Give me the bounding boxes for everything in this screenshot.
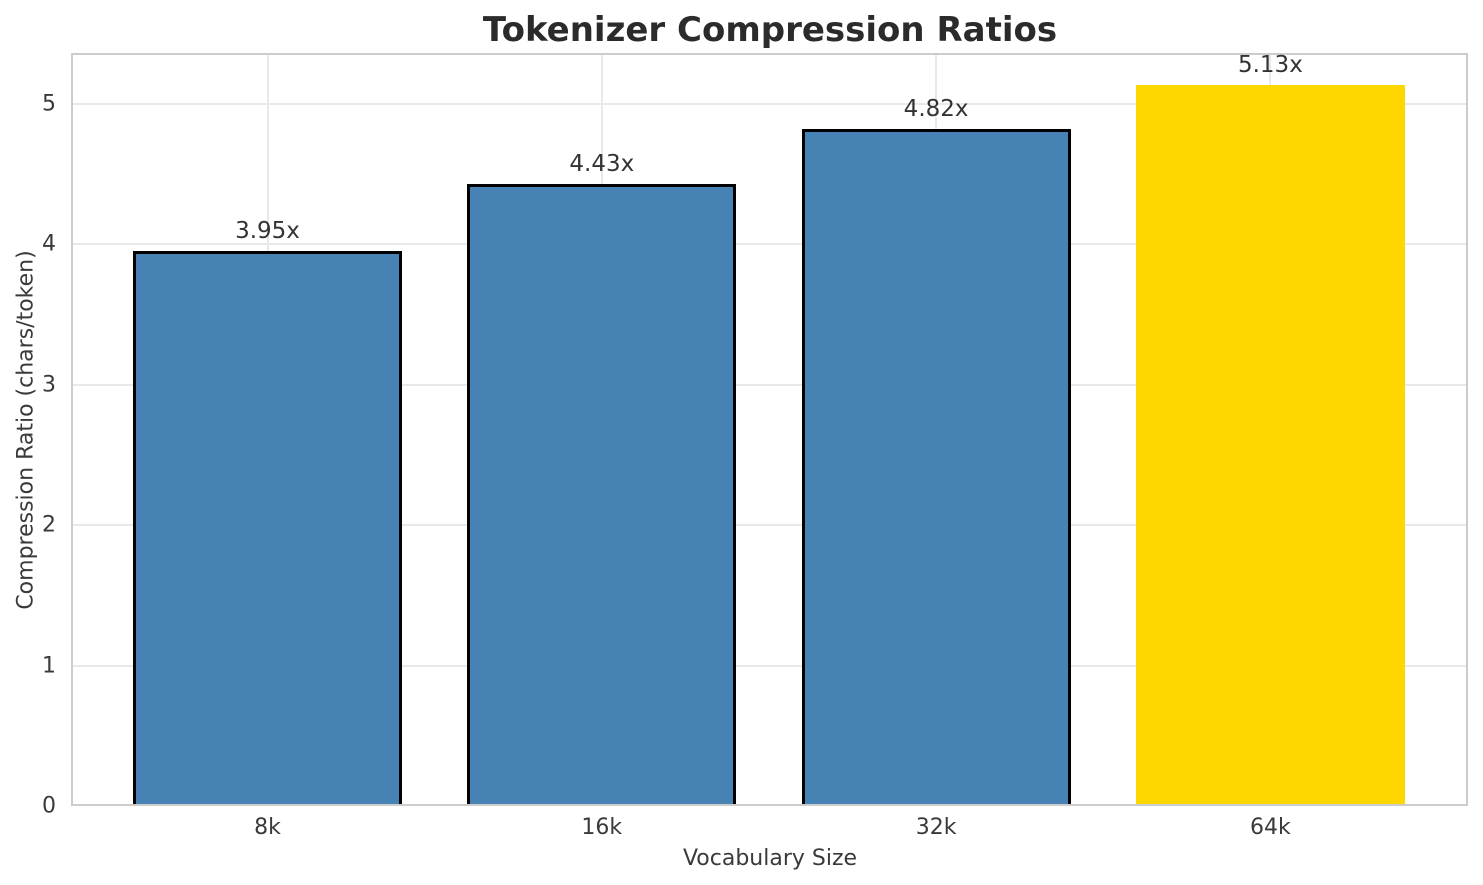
y-tick-label: 0 [42, 793, 56, 819]
bar-value-label: 4.43x [569, 150, 635, 177]
right-spine [1466, 53, 1468, 806]
x-tick-label: 8k [254, 815, 281, 840]
plot-area: 3.95x 4.43x 4.82x 5.13x [71, 52, 1468, 806]
bar-value-label: 5.13x [1237, 52, 1303, 79]
x-tick-label: 16k [581, 815, 623, 840]
x-tick-label: 32k [915, 815, 957, 840]
h-gridline [71, 102, 1468, 105]
h-gridline [71, 243, 1468, 246]
h-gridline [71, 664, 1468, 667]
y-tick-label: 3 [42, 372, 56, 398]
bar-32k [801, 128, 1071, 806]
x-tick-label: 64k [1250, 815, 1291, 840]
y-axis-label: Compression Ratio (chars/token) [13, 250, 39, 610]
chart-title: Tokenizer Compression Ratios [482, 10, 1058, 50]
bar-value-label: 4.82x [903, 95, 969, 122]
bar-value-label: 3.95x [235, 218, 300, 245]
y-tick-label: 5 [42, 91, 56, 117]
h-gridline [71, 383, 1468, 386]
x-axis-line [71, 804, 1468, 806]
x-axis-label: Vocabulary Size [682, 846, 858, 871]
y-tick-label: 1 [42, 653, 56, 678]
bar-8k [133, 251, 402, 806]
y-tick-label: 4 [42, 231, 56, 257]
bar-16k [467, 183, 737, 806]
top-spine [71, 53, 1468, 55]
bar-64k [1135, 85, 1405, 806]
y-tick-label: 2 [42, 512, 56, 538]
y-axis-line [71, 53, 73, 806]
h-gridline [71, 524, 1468, 527]
